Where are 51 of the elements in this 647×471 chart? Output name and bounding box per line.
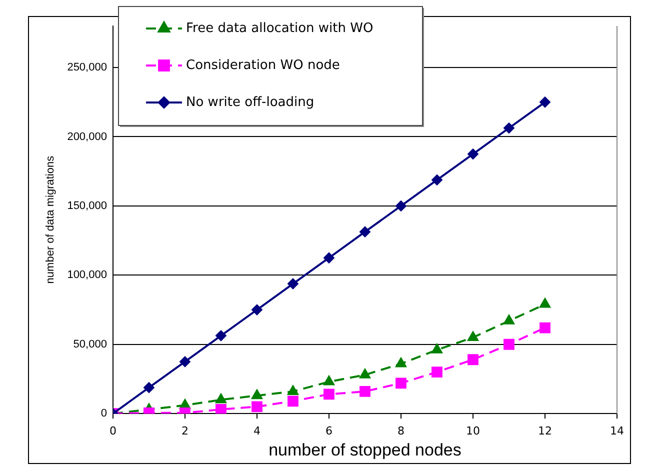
- point: [395, 200, 406, 212]
- x-tick-label: 12: [538, 424, 552, 438]
- x-tick-label: 10: [466, 424, 480, 438]
- point: [287, 278, 298, 290]
- point: [431, 174, 442, 186]
- point: [504, 338, 514, 350]
- point: [324, 388, 334, 400]
- point: [396, 378, 406, 389]
- point: [540, 322, 550, 334]
- point: [468, 354, 478, 366]
- y-axis-title: number of data migrations: [44, 155, 57, 284]
- y-tick-label: 200,000: [67, 130, 107, 143]
- point: [503, 314, 515, 324]
- x-tick-label: 0: [109, 424, 116, 438]
- point: [251, 389, 263, 400]
- point: [359, 226, 370, 238]
- point: [539, 298, 551, 308]
- x-tick-label: 8: [397, 424, 404, 438]
- point: [503, 122, 514, 134]
- point: [215, 330, 226, 342]
- point: [251, 304, 262, 316]
- point: [216, 404, 226, 414]
- point: [179, 356, 190, 368]
- point: [359, 368, 371, 378]
- point: [287, 384, 299, 395]
- legend-label: Consideration WO node: [186, 58, 340, 73]
- point: [252, 401, 262, 412]
- x-axis-title: number of stopped nodes: [268, 440, 462, 460]
- y-tick-label: 250,000: [67, 62, 107, 74]
- point: [539, 96, 550, 108]
- x-tick-label: 2: [181, 424, 188, 438]
- point: [395, 357, 407, 368]
- point: [288, 396, 298, 407]
- point: [143, 382, 154, 394]
- y-tick-label: 100,000: [67, 269, 107, 282]
- point: [323, 252, 334, 264]
- point: [215, 393, 227, 404]
- y-tick-label: 0: [100, 408, 107, 420]
- point: [467, 330, 479, 341]
- y-tick-label: 50,000: [73, 338, 107, 350]
- point: [360, 386, 370, 397]
- x-tick-label: 4: [253, 424, 260, 438]
- x-tick-label: 14: [610, 424, 624, 438]
- point: [467, 148, 478, 160]
- point: [432, 366, 442, 378]
- legend-label: Free data allocation with WO: [186, 20, 374, 36]
- x-tick-label: 6: [325, 424, 332, 438]
- legend-label: No write off-loading: [186, 94, 314, 110]
- y-tick-label: 150,000: [67, 200, 107, 212]
- point: [323, 375, 335, 386]
- point: [431, 343, 443, 354]
